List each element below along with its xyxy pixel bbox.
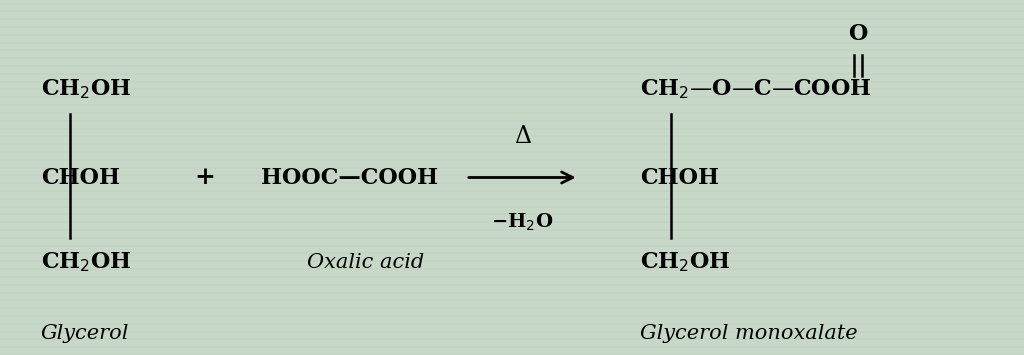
Text: Oxalic acid: Oxalic acid — [307, 253, 425, 272]
Text: Glycerol: Glycerol — [41, 324, 129, 343]
Text: CH$_2$OH: CH$_2$OH — [640, 251, 731, 274]
Text: CH$_2$OH: CH$_2$OH — [41, 77, 132, 100]
Text: −H$_2$O: −H$_2$O — [492, 211, 553, 233]
Text: CHOH: CHOH — [640, 166, 719, 189]
Text: O: O — [849, 23, 867, 45]
Text: Glycerol monoxalate: Glycerol monoxalate — [640, 324, 858, 343]
Text: HOOC—COOH: HOOC—COOH — [261, 166, 438, 189]
Text: CH$_2$OH: CH$_2$OH — [41, 251, 132, 274]
Text: CHOH: CHOH — [41, 166, 120, 189]
Text: CH$_2$—O—C—COOH: CH$_2$—O—C—COOH — [640, 77, 871, 100]
Text: Δ: Δ — [514, 125, 530, 148]
Text: +: + — [195, 165, 215, 190]
